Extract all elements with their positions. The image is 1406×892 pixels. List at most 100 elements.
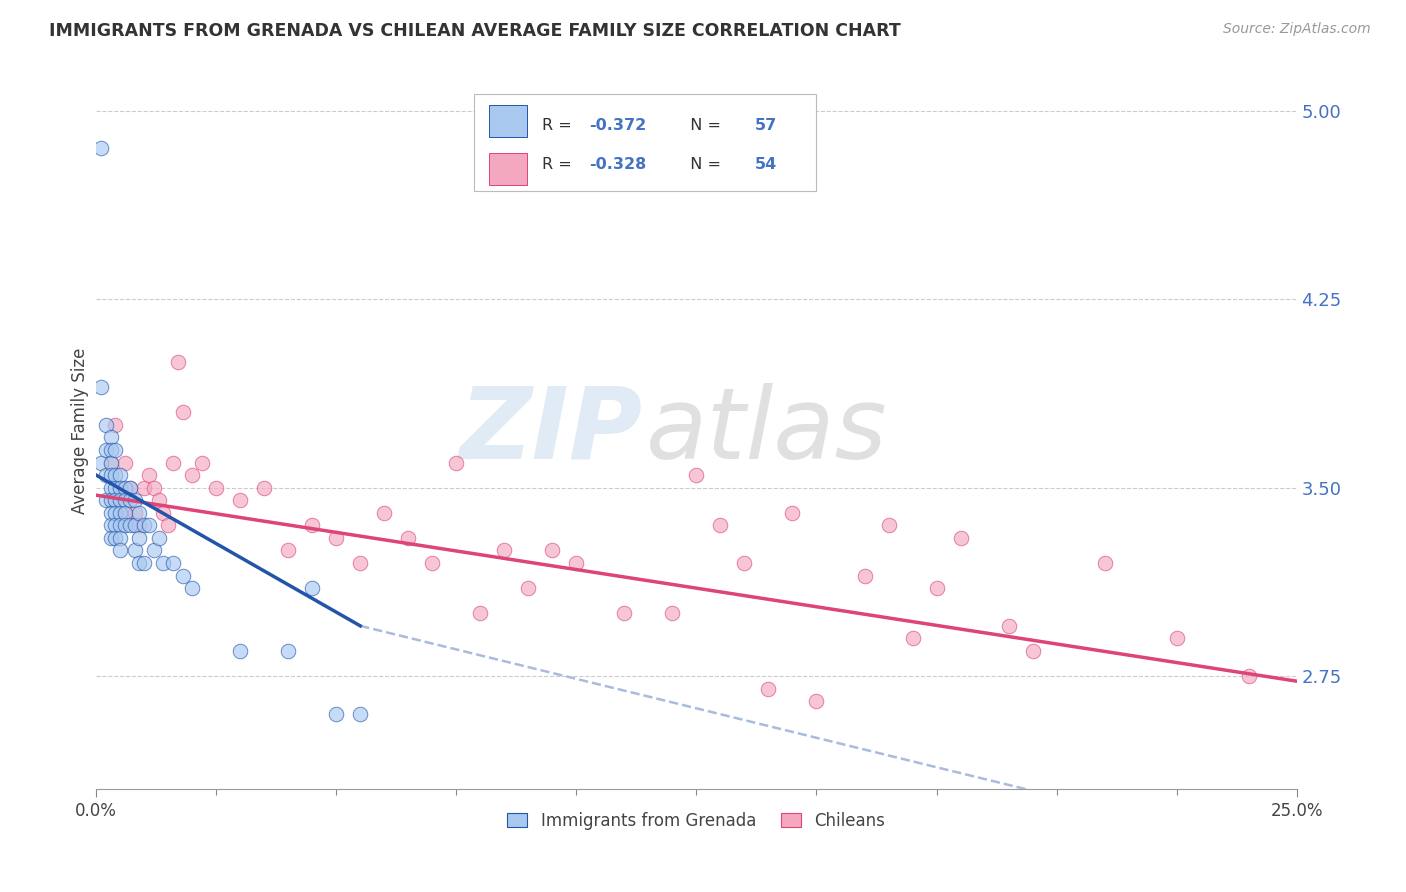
Point [138, 518, 160, 533]
Point [104, 518, 127, 533]
Point [470, 607, 492, 621]
Point [114, 493, 136, 508]
Point [148, 493, 170, 508]
Point [205, 481, 228, 495]
Point [100, 518, 122, 533]
Text: 57: 57 [755, 118, 778, 133]
Point [901, 632, 924, 646]
Point [782, 506, 804, 520]
Point [118, 481, 141, 495]
Point [114, 518, 136, 533]
Point [100, 506, 122, 520]
Point [1166, 632, 1188, 646]
Point [124, 543, 146, 558]
Text: R =: R = [541, 118, 576, 133]
Point [100, 456, 122, 470]
Text: N =: N = [679, 118, 725, 133]
Point [104, 506, 127, 520]
Point [100, 481, 122, 495]
Point [157, 518, 180, 533]
Point [277, 543, 299, 558]
Point [1237, 669, 1260, 683]
Point [349, 556, 371, 570]
Point [114, 506, 136, 520]
Point [90, 380, 112, 394]
Text: Source: ZipAtlas.com: Source: ZipAtlas.com [1223, 22, 1371, 37]
Point [152, 556, 174, 570]
Point [100, 442, 122, 457]
Point [118, 493, 141, 508]
Point [229, 493, 252, 508]
Point [396, 531, 419, 545]
Point [758, 681, 780, 696]
Point [94, 493, 117, 508]
Point [124, 493, 146, 508]
Point [128, 531, 150, 545]
Point [949, 531, 972, 545]
Point [100, 468, 122, 483]
Point [229, 644, 252, 658]
Point [162, 556, 184, 570]
Point [138, 468, 160, 483]
Point [685, 468, 707, 483]
Point [325, 706, 347, 721]
Y-axis label: Average Family Size: Average Family Size [72, 348, 89, 515]
Point [1021, 644, 1043, 658]
Point [301, 518, 323, 533]
Point [277, 644, 299, 658]
Point [104, 468, 127, 483]
Point [1094, 556, 1116, 570]
Point [420, 556, 443, 570]
Point [446, 456, 468, 470]
Point [108, 506, 131, 520]
Point [181, 468, 204, 483]
Point [709, 518, 731, 533]
Point [172, 405, 194, 419]
FancyBboxPatch shape [474, 95, 817, 191]
Point [128, 506, 150, 520]
Point [108, 481, 131, 495]
Point [142, 481, 165, 495]
Point [114, 506, 136, 520]
Point [301, 581, 323, 595]
Point [517, 581, 540, 595]
Point [997, 619, 1019, 633]
Point [104, 481, 127, 495]
Point [94, 442, 117, 457]
Point [134, 518, 156, 533]
Point [853, 568, 876, 582]
FancyBboxPatch shape [489, 105, 527, 137]
Point [142, 543, 165, 558]
Point [94, 417, 117, 432]
Point [181, 581, 204, 595]
Point [373, 506, 395, 520]
Point [90, 456, 112, 470]
Text: 54: 54 [755, 157, 778, 171]
Point [114, 456, 136, 470]
Point [108, 543, 131, 558]
Point [613, 607, 636, 621]
Point [134, 481, 156, 495]
Point [108, 468, 131, 483]
Point [108, 531, 131, 545]
Point [124, 518, 146, 533]
Point [565, 556, 588, 570]
Point [134, 556, 156, 570]
Point [94, 468, 117, 483]
Point [104, 531, 127, 545]
Point [128, 556, 150, 570]
Point [128, 518, 150, 533]
Point [104, 417, 127, 432]
FancyBboxPatch shape [489, 153, 527, 186]
Text: N =: N = [679, 157, 725, 171]
Point [172, 568, 194, 582]
Point [104, 493, 127, 508]
Text: R =: R = [541, 157, 576, 171]
Point [90, 141, 112, 155]
Point [661, 607, 683, 621]
Point [114, 481, 136, 495]
Point [104, 442, 127, 457]
Point [253, 481, 276, 495]
Point [806, 694, 828, 708]
Point [100, 531, 122, 545]
